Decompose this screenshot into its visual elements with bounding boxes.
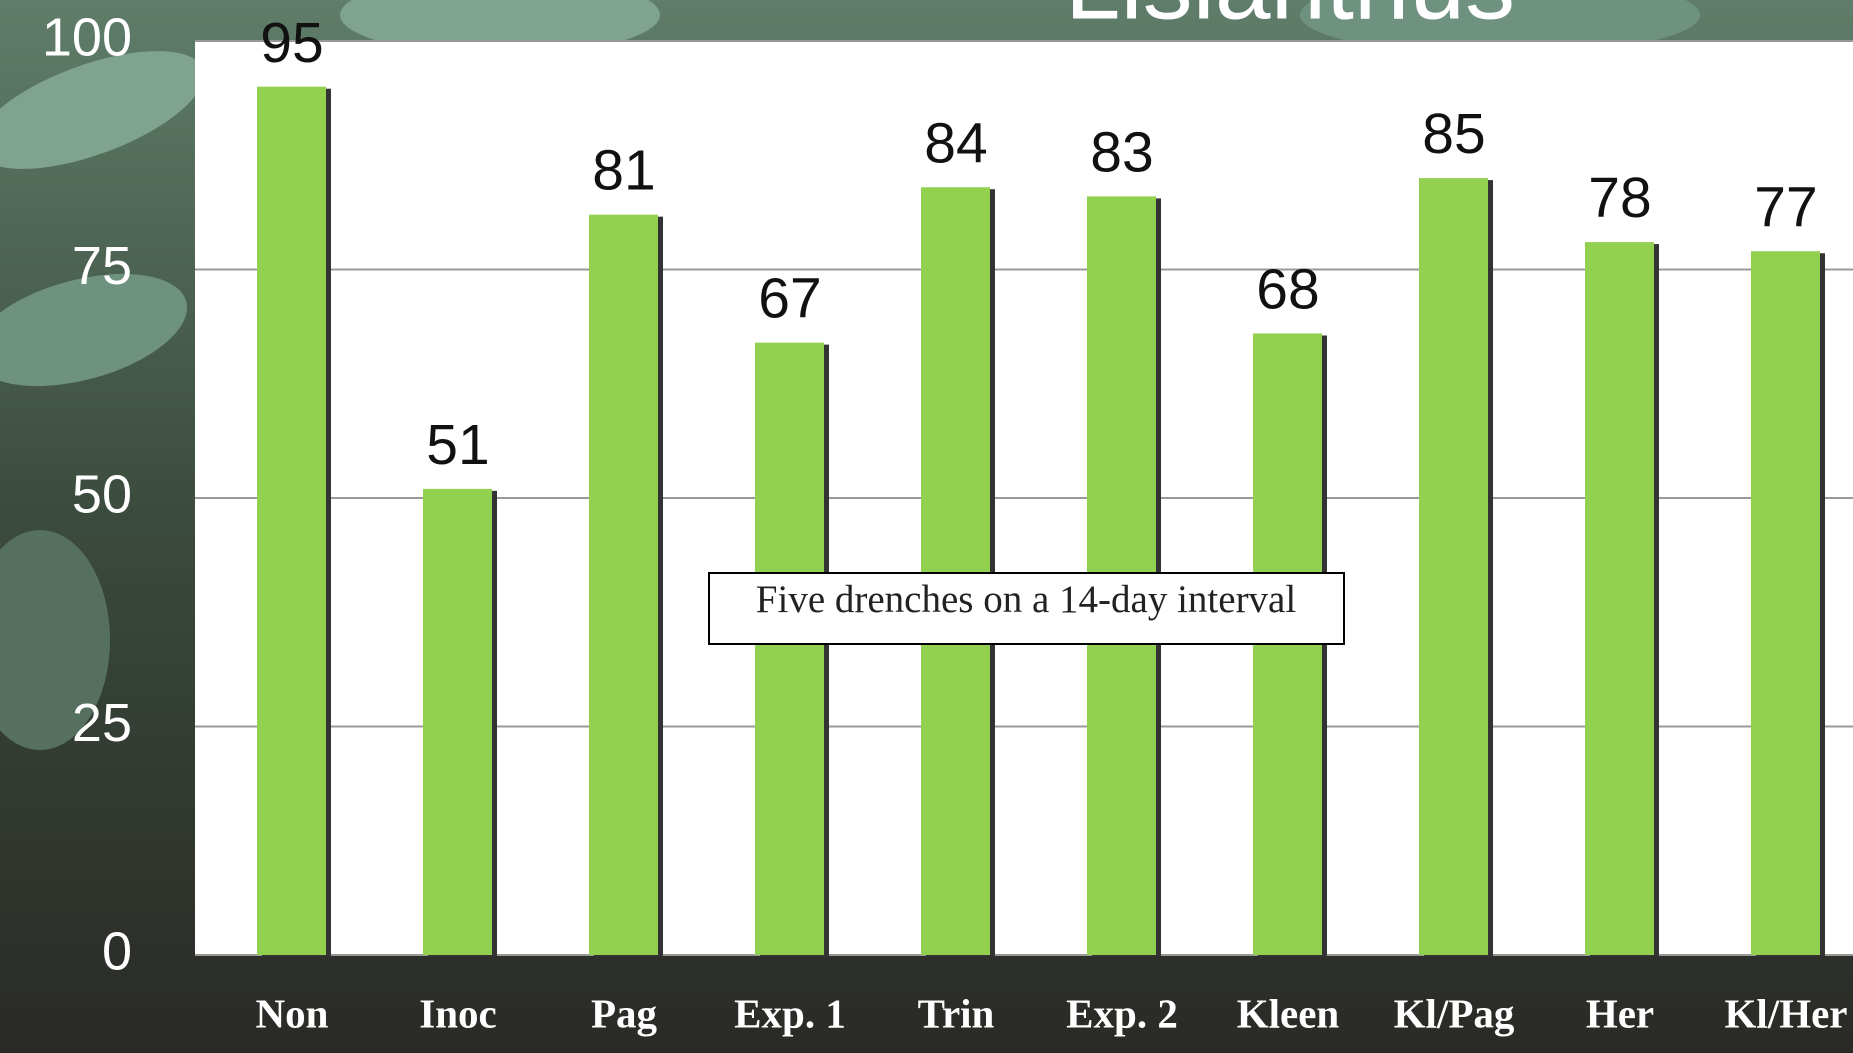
chart-title: Lisianthus (1065, 0, 1515, 40)
value-label: 68 (1256, 258, 1319, 322)
x-tick-label: Kleen (1237, 990, 1340, 1036)
value-label: 77 (1754, 175, 1817, 239)
bar (755, 342, 824, 955)
bar (1585, 242, 1654, 955)
leaf (0, 530, 110, 750)
bar (1419, 178, 1488, 956)
annotation-box (708, 572, 1345, 645)
bar (921, 187, 990, 956)
leaf (0, 273, 188, 387)
x-tick-label: Exp. 1 (734, 990, 846, 1036)
y-tick-label: 25 (72, 693, 132, 753)
y-tick-label: 50 (72, 464, 132, 524)
marks: 95 51 81 67 84 83 68 85 78 77 (257, 11, 1825, 958)
x-tick-label: Trin (918, 990, 995, 1036)
value-label: 78 (1588, 166, 1651, 230)
value-label: 67 (758, 267, 821, 331)
leaf (0, 51, 204, 169)
value-label: 84 (924, 111, 987, 175)
value-label: 83 (1090, 120, 1153, 184)
value-label: 81 (592, 139, 655, 203)
value-label: 85 (1422, 102, 1485, 166)
x-tick-label: Non (256, 990, 329, 1036)
bar (1751, 251, 1820, 956)
y-tick-label: 100 (42, 7, 132, 67)
x-tick-label: Her (1586, 990, 1654, 1036)
x-tick-label: Kl/Pag (1394, 990, 1515, 1036)
x-tick-label: Inoc (419, 990, 496, 1036)
value-label: 95 (260, 11, 323, 75)
bar (257, 86, 326, 955)
x-tick-label: Exp. 2 (1066, 990, 1178, 1036)
x-tick-label: Kl/Her (1725, 990, 1848, 1036)
value-label: 51 (426, 413, 489, 477)
y-tick-label: 75 (72, 236, 132, 296)
bar (589, 214, 658, 955)
annotation: Five drenches on a 14-day interval (756, 578, 1297, 621)
bar (423, 488, 492, 955)
x-tick-label: Pag (591, 990, 658, 1036)
y-tick-label: 0 (102, 921, 132, 981)
